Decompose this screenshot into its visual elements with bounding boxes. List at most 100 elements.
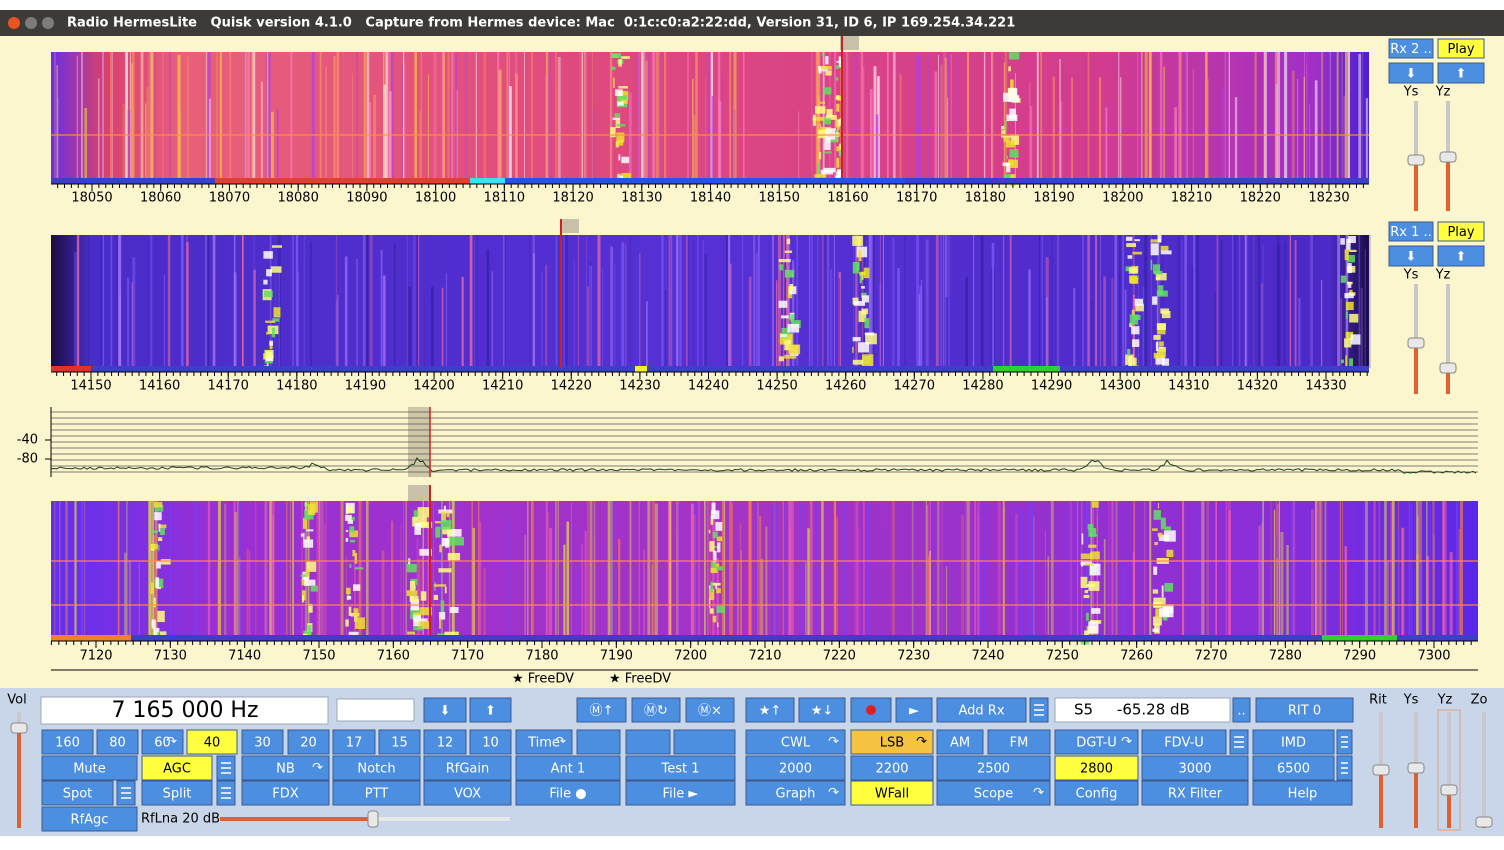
button[interactable] [1054, 755, 1139, 781]
button-label: WFall [875, 787, 909, 802]
button[interactable] [423, 755, 512, 781]
button[interactable] [1255, 697, 1354, 723]
button[interactable] [1388, 38, 1434, 59]
button[interactable] [625, 780, 736, 806]
signal-trace [836, 103, 840, 112]
frequency-display[interactable] [40, 696, 329, 725]
button[interactable] [1388, 245, 1434, 267]
maximize-button[interactable] [42, 17, 54, 29]
button[interactable] [1252, 755, 1335, 781]
button[interactable] [332, 780, 421, 806]
waterfall-stripe [418, 235, 420, 368]
button[interactable] [423, 780, 512, 806]
band-segment [993, 366, 1060, 372]
button[interactable] [41, 755, 138, 781]
button[interactable] [850, 755, 934, 781]
button[interactable] [332, 729, 376, 755]
button[interactable] [850, 729, 934, 755]
button[interactable] [241, 755, 330, 781]
button[interactable] [378, 729, 421, 755]
button[interactable] [685, 697, 735, 723]
button[interactable] [1437, 38, 1485, 59]
close-button[interactable] [8, 17, 20, 29]
button[interactable] [745, 755, 846, 781]
button[interactable] [1252, 780, 1353, 806]
button[interactable] [798, 697, 846, 723]
button[interactable] [423, 697, 467, 723]
button[interactable] [1437, 245, 1485, 267]
button[interactable] [936, 729, 984, 755]
button[interactable] [515, 729, 573, 755]
entry-box[interactable] [336, 698, 415, 722]
ys-slider-handle[interactable] [1407, 154, 1425, 166]
button[interactable] [936, 755, 1051, 781]
button[interactable] [576, 729, 621, 755]
yz-slider-handle[interactable] [1439, 362, 1457, 374]
slider-handle[interactable] [1372, 764, 1390, 776]
ys-slider-handle[interactable] [1407, 337, 1425, 349]
button[interactable] [936, 780, 1051, 806]
waterfall-stripe [125, 52, 128, 178]
button[interactable] [241, 780, 330, 806]
button[interactable] [141, 755, 213, 781]
rflna-handle[interactable] [367, 810, 379, 828]
button[interactable] [625, 755, 736, 781]
button[interactable] [1141, 729, 1227, 755]
button[interactable] [576, 697, 627, 723]
button[interactable] [515, 755, 621, 781]
button[interactable] [673, 729, 736, 755]
button[interactable] [1437, 62, 1485, 84]
button[interactable] [1388, 62, 1434, 84]
signal-trace [1006, 155, 1009, 160]
button[interactable] [41, 806, 138, 832]
button[interactable] [625, 729, 671, 755]
button-arrow: ↷ [828, 786, 840, 801]
button[interactable] [745, 729, 846, 755]
button-label: ⬆ [1456, 67, 1467, 82]
button[interactable] [745, 780, 846, 806]
button[interactable] [141, 780, 213, 806]
button[interactable] [241, 729, 284, 755]
button[interactable] [1388, 221, 1434, 242]
button[interactable] [469, 697, 512, 723]
waterfall-stripe [661, 235, 664, 368]
waterfall-stripe [335, 235, 338, 368]
button[interactable] [469, 729, 512, 755]
button[interactable] [96, 729, 139, 755]
signal-trace [307, 625, 312, 637]
signal-trace [617, 101, 624, 106]
button[interactable] [1232, 697, 1251, 723]
button[interactable] [423, 729, 467, 755]
button[interactable] [987, 729, 1051, 755]
button[interactable] [850, 780, 934, 806]
slider-handle[interactable] [1475, 816, 1493, 828]
button[interactable] [287, 729, 330, 755]
button[interactable] [936, 697, 1027, 723]
slider-handle[interactable] [1407, 762, 1425, 774]
yz-slider-handle[interactable] [1439, 151, 1457, 163]
waterfall-stripe [1020, 509, 1024, 635]
button[interactable] [141, 729, 184, 755]
waterfall-stripe [740, 550, 742, 635]
button[interactable] [1141, 780, 1249, 806]
button[interactable] [895, 697, 933, 723]
slider-handle[interactable] [10, 722, 28, 734]
button[interactable] [745, 697, 795, 723]
button[interactable] [1252, 729, 1335, 755]
button[interactable] [515, 780, 621, 806]
button[interactable] [1054, 780, 1139, 806]
button[interactable] [631, 697, 681, 723]
slider-handle[interactable] [1440, 784, 1458, 796]
waterfall-stripe [821, 235, 824, 368]
button[interactable] [1437, 221, 1485, 242]
axis-label: 7190 [600, 649, 633, 664]
button[interactable] [186, 729, 238, 755]
button[interactable] [1141, 755, 1249, 781]
waterfall-stripe [118, 235, 122, 368]
button[interactable] [332, 755, 421, 781]
button[interactable] [41, 780, 114, 806]
button[interactable] [41, 729, 94, 755]
waterfall-stripe [865, 62, 866, 179]
minimize-button[interactable] [25, 17, 37, 29]
button[interactable] [1054, 729, 1139, 755]
